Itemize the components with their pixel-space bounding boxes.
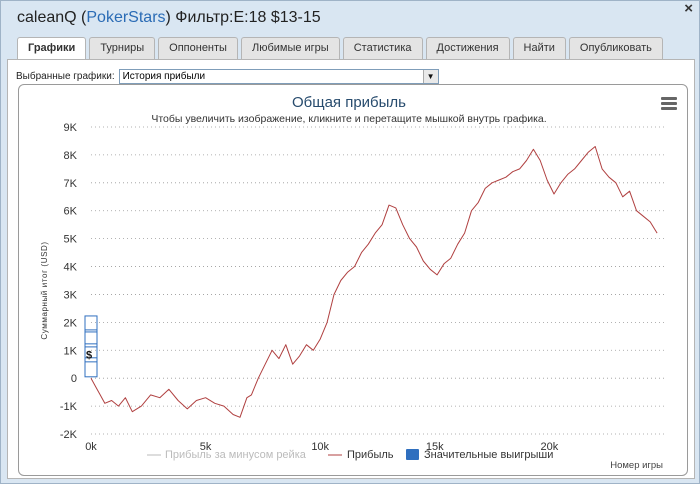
x-tick-label: 0k (85, 441, 97, 453)
y-tick-label: 0 (71, 373, 77, 385)
chart-subtitle: Чтобы увеличить изображение, кликните и … (151, 113, 546, 125)
big-win-marker (84, 315, 98, 333)
big-win-marker-label: $ (86, 350, 92, 362)
chart-select-value: История прибыли (122, 70, 206, 82)
tab-6[interactable]: Найти (512, 37, 566, 59)
x-tick-label: 5k (200, 441, 212, 453)
big-win-marker (84, 357, 98, 378)
tab-0[interactable]: Графики (17, 37, 87, 60)
y-tick-label: 3K (64, 289, 78, 301)
y-tick-label: -1K (60, 401, 78, 413)
tab-bar: Графики Турниры Оппоненты Любимые игры Стати… (17, 37, 666, 60)
graphs-panel: Выбранные графики: История прибыли ▼ Общ… (7, 59, 695, 479)
y-tick-label: 5K (64, 234, 78, 246)
tab-3[interactable]: Любимые игры (240, 37, 340, 59)
y-tick-label: 4K (64, 262, 78, 274)
profit-series-line (90, 146, 658, 418)
chart-container[interactable]: Общая прибыль Чтобы увеличить изображение… (18, 84, 688, 476)
y-tick-label: 8K (64, 150, 78, 162)
chevron-down-icon[interactable]: ▼ (422, 69, 438, 83)
chart-selector-label: Выбранные графики: (16, 70, 115, 82)
y-tick-label: 2K (64, 317, 78, 329)
y-tick-label: 7K (64, 178, 78, 190)
legend-big-wins-swatch (406, 449, 419, 460)
x-tick-label: 10k (311, 441, 329, 453)
filter-text: Фильтр:E:18 $13-15 (175, 9, 321, 26)
window-title: caleanQ (PokerStars) Фильтр:E:18 $13-15 (17, 9, 321, 26)
big-win-marker (84, 329, 98, 348)
close-button[interactable]: × (684, 0, 693, 17)
chart-selector-row: Выбранные графики: История прибыли ▼ (16, 68, 439, 84)
chart-select[interactable]: История прибыли ▼ (118, 68, 439, 84)
site-name: PokerStars (86, 9, 166, 26)
y-tick-label: 1K (64, 345, 78, 357)
title-bar: caleanQ (PokerStars) Фильтр:E:18 $13-15 … (1, 1, 699, 35)
big-win-marker (84, 343, 98, 363)
y-tick-label: -2K (60, 429, 78, 441)
chart-title: Общая прибыль (292, 94, 406, 111)
tab-7[interactable]: Опубликовать (568, 37, 663, 59)
y-tick-label: 9K (64, 122, 78, 134)
tab-1[interactable]: Турниры (89, 37, 156, 59)
x-tick-label: 20k (541, 441, 559, 453)
x-axis-label: Номер игры (610, 460, 663, 471)
tab-4[interactable]: Статистика (342, 37, 423, 59)
menu-icon[interactable] (661, 97, 677, 110)
tab-2[interactable]: Оппоненты (158, 37, 238, 59)
legend-big-wins-label: Значительные выигрыши (424, 449, 553, 461)
profit-chart[interactable]: Общая прибыль Чтобы увеличить изображение… (19, 85, 688, 476)
tab-5[interactable]: Достижения (425, 37, 510, 59)
x-tick-label: 15k (426, 441, 444, 453)
legend-rake-label: Прибыль за минусом рейка (165, 449, 307, 461)
y-tick-label: 6K (64, 206, 78, 218)
player-name: caleanQ (17, 9, 77, 26)
legend-profit-label: Прибыль (347, 449, 394, 461)
y-axis-label: Суммарный итог (USD) (40, 241, 49, 339)
